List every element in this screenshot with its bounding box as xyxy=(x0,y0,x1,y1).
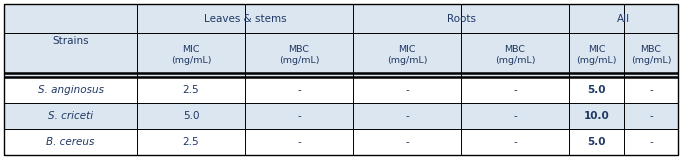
Text: 2.5: 2.5 xyxy=(183,85,199,95)
Text: MBC
(mg/mL): MBC (mg/mL) xyxy=(631,45,671,65)
Text: -: - xyxy=(513,85,517,95)
Text: Strains: Strains xyxy=(53,35,89,46)
Text: -: - xyxy=(649,85,653,95)
Bar xyxy=(4,77,678,103)
Bar xyxy=(4,129,678,155)
Text: 5.0: 5.0 xyxy=(587,85,606,95)
Text: 10.0: 10.0 xyxy=(584,111,610,121)
Text: -: - xyxy=(297,111,301,121)
Text: -: - xyxy=(513,111,517,121)
Text: Roots: Roots xyxy=(447,14,475,24)
Text: -: - xyxy=(405,111,409,121)
Text: All: All xyxy=(617,14,630,24)
Text: B. cereus: B. cereus xyxy=(46,137,95,147)
Text: -: - xyxy=(405,85,409,95)
Text: MBC
(mg/mL): MBC (mg/mL) xyxy=(279,45,319,65)
Text: -: - xyxy=(649,137,653,147)
Text: 2.5: 2.5 xyxy=(183,137,199,147)
Text: MIC
(mg/mL): MIC (mg/mL) xyxy=(387,45,427,65)
Text: MIC
(mg/mL): MIC (mg/mL) xyxy=(576,45,617,65)
Bar xyxy=(4,4,678,77)
Text: Leaves & stems: Leaves & stems xyxy=(204,14,286,24)
Text: -: - xyxy=(297,137,301,147)
Text: S. criceti: S. criceti xyxy=(48,111,93,121)
Text: -: - xyxy=(649,111,653,121)
Text: 5.0: 5.0 xyxy=(183,111,199,121)
Text: S. anginosus: S. anginosus xyxy=(38,85,104,95)
Text: MIC
(mg/mL): MIC (mg/mL) xyxy=(170,45,211,65)
Text: 5.0: 5.0 xyxy=(587,137,606,147)
Text: MBC
(mg/mL): MBC (mg/mL) xyxy=(494,45,535,65)
Text: -: - xyxy=(405,137,409,147)
Text: -: - xyxy=(513,137,517,147)
Bar xyxy=(4,103,678,129)
Text: -: - xyxy=(297,85,301,95)
